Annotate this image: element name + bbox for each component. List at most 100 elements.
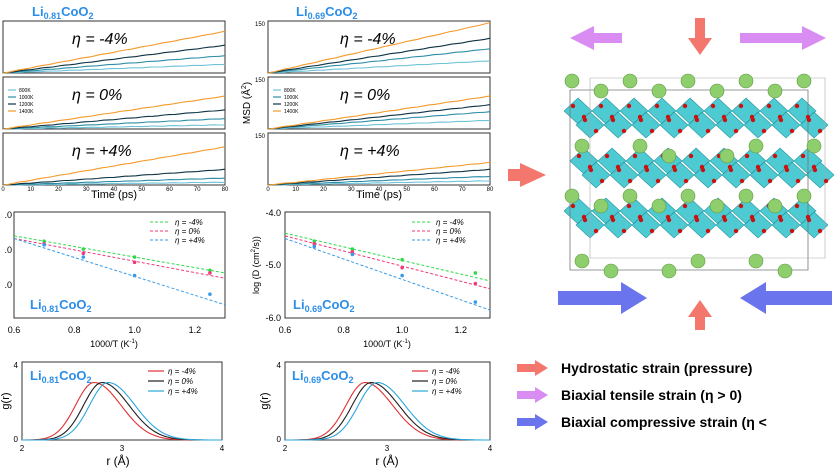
r-legend-1200: 1200K [284, 102, 299, 108]
lithium-atom [748, 253, 764, 269]
legend-tensile: Biaxial tensile strain (η > 0) [561, 387, 742, 403]
lithium-atom [709, 83, 725, 99]
msd-xtick: 50 [403, 187, 410, 193]
oxygen-atom [794, 203, 800, 209]
msd-ylabel: MSD (Å2) [240, 82, 253, 124]
arr-l-leg-2: η = 0% [175, 227, 200, 236]
msd-left-eta-0: η = 0% [72, 87, 122, 104]
oxygen-atom [710, 103, 716, 109]
msd-series-line-2-0 [2, 181, 225, 186]
oxygen-atom [738, 103, 744, 109]
arr-fit-line-1 [13, 238, 226, 279]
msd-right-frame-2 [267, 76, 491, 130]
arr-r-ytick-3: -6.0 [265, 313, 281, 323]
lithium-atom [622, 73, 638, 89]
oxygen-atom [638, 217, 644, 223]
msd-series-line-1-0 [2, 124, 225, 130]
oxygen-atom [806, 117, 812, 123]
oxygen-atom [649, 128, 655, 134]
gr-l-leg-1: η = -4% [168, 367, 196, 376]
gr-series-line-2 [285, 381, 490, 441]
oxygen-atom [789, 128, 795, 134]
oxygen-atom [655, 178, 661, 184]
gr-r-ytick-4: 4 [277, 361, 282, 370]
msd-series-line-1-1 [2, 118, 226, 130]
oxygen-atom [627, 178, 633, 184]
msd-series-line-1-2 [2, 109, 226, 130]
gr-l-leg-2: η = 0% [168, 377, 193, 386]
lithium-atom [603, 263, 619, 279]
msd-legend: 800K 1000K 1200K 1400K [8, 88, 34, 115]
gr-right-xlabel: r (Å) [375, 453, 398, 468]
lithium-atom [661, 263, 677, 279]
arr-right-title: Li0.69CoO2 [293, 297, 355, 314]
violet-arrow-left-icon [570, 26, 622, 50]
right-title: Li0.69CoO2 [296, 4, 358, 21]
msd-r-ytick-150-c: 150 [255, 134, 266, 140]
arr-data-point [81, 255, 86, 259]
oxygen-atom [778, 117, 784, 123]
msd-right-frame-1 [267, 20, 491, 74]
arr-data-point [350, 247, 355, 251]
msd-r-ytick-150-b: 150 [255, 78, 266, 84]
gr-l-ytick-0: 0 [14, 435, 19, 444]
arr-data-point [42, 239, 46, 243]
msd-xtick: 70 [459, 187, 466, 193]
oxygen-atom [744, 153, 750, 159]
gr-r-xtick-2: 2 [283, 444, 288, 453]
arr-data-point [473, 300, 478, 304]
arr-left-ytick-3: .0 [4, 280, 12, 290]
oxygen-atom [654, 103, 660, 109]
oxygen-atom [576, 153, 582, 159]
arr-fit-line-2 [284, 238, 491, 311]
msd-right-eta-neg4: η = -4% [340, 31, 396, 48]
oxygen-atom [761, 228, 767, 234]
lithium-atom [593, 198, 609, 214]
oxygen-atom [705, 128, 711, 134]
oxygen-atom [638, 117, 644, 123]
oxygen-atom [733, 128, 739, 134]
gr-left-plot [22, 381, 222, 441]
msd-series-line-1-3 [2, 95, 226, 130]
arrhenius-left-panel: .0 .0 .0 Li0.81CoO2 η = -4% η = 0% η = +… [4, 210, 226, 349]
oxygen-atom [599, 178, 605, 184]
arr-data-point [473, 271, 478, 275]
arr-data-point [208, 271, 212, 275]
gr-right-legend: η = -4% η = 0% η = +4% [412, 367, 462, 396]
gr-left-ylabel: g(r) [0, 392, 12, 409]
arr-xtick: 0.6 [8, 325, 21, 335]
msd-left-frame-1 [2, 20, 226, 74]
msd-series-line-2-3 [267, 161, 491, 186]
gr-right-title: Li0.69CoO2 [292, 368, 354, 385]
msd-left-eta-pos4: η = +4% [72, 143, 132, 160]
msd-xtick: 30 [348, 187, 355, 193]
msd-xtick: 40 [111, 187, 118, 193]
arr-data-point [312, 239, 317, 243]
oxygen-atom [649, 228, 655, 234]
gr-left-xlabel: r (Å) [106, 453, 129, 468]
legend-800: 800K [19, 88, 31, 94]
msd-series-line-0-2 [2, 44, 226, 74]
msd-series-line-0-3 [2, 30, 226, 74]
hydrostatic-arrow-icon [517, 360, 548, 376]
arr-data-point [400, 257, 404, 262]
lithium-atom [796, 188, 812, 204]
arr-r-ytick-1: -4.0 [265, 208, 281, 218]
lithium-atom [593, 83, 609, 99]
arr-left-frame [13, 211, 226, 319]
msd-xtick: 10 [27, 187, 34, 193]
atoms [564, 73, 829, 279]
msd-right-eta-pos4: η = +4% [340, 143, 400, 160]
oxygen-atom [711, 178, 717, 184]
oxygen-atom [738, 203, 744, 209]
arr-data-point [81, 251, 86, 256]
oxygen-atom [598, 103, 604, 109]
r-legend-1000: 1000K [284, 95, 299, 101]
lithium-atom [661, 148, 677, 164]
msd-r-ytick-150-a: 150 [255, 22, 266, 28]
oxygen-atom [626, 103, 632, 109]
oxygen-atom [621, 128, 627, 134]
msd-series-line-2-0 [267, 180, 490, 186]
msd-xtick: 30 [83, 187, 90, 193]
